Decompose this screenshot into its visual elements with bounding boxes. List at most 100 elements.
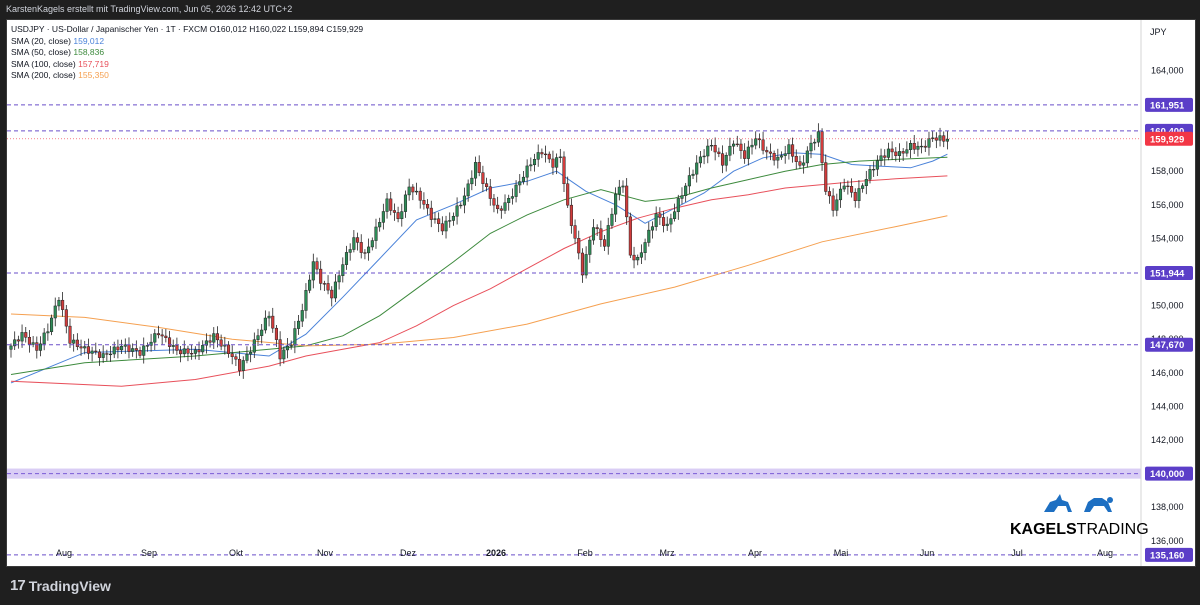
chart-area[interactable]: 136,000 138,000 140,000 142,000 144,000 146,0… <box>6 19 1196 567</box>
candle-body-181 <box>676 198 680 213</box>
candle-body-27 <box>108 353 113 356</box>
candle-body-182 <box>680 195 684 199</box>
candle-body-247 <box>920 145 924 148</box>
time-axis[interactable]: Aug Sep Okt Nov Dez 2026 Feb Mrz Apr Mai Jun Jul Aug <box>56 548 1113 558</box>
candle-body-83 <box>315 261 319 270</box>
candle-body-66 <box>252 339 256 353</box>
candle-body-28 <box>112 346 116 355</box>
candle-body-208 <box>776 156 780 161</box>
x-tick-label-7: Mrz <box>660 548 675 558</box>
candle-body-154 <box>577 238 581 254</box>
chart-background <box>7 20 1195 566</box>
candle-body-218 <box>813 141 817 144</box>
last-close-tag <box>1145 131 1193 146</box>
candle-body-48 <box>186 348 190 354</box>
candle-body-5 <box>27 337 31 345</box>
candles <box>9 123 949 379</box>
candle-body-87 <box>330 289 334 299</box>
candle-body-178 <box>665 223 669 226</box>
candle-body-189 <box>706 145 710 157</box>
x-tick-label-4: Dez <box>400 548 417 558</box>
sma-50-row: SMA (50, close) 158,836 <box>11 47 363 59</box>
candle-body-165 <box>617 186 621 195</box>
x-tick-label-1: Sep <box>141 548 157 558</box>
candle-body-197 <box>735 143 739 146</box>
candle-body-242 <box>901 151 905 154</box>
level-tag-label-4: 140,000 <box>1150 469 1184 480</box>
candle-body-162 <box>606 225 610 247</box>
candle-body-212 <box>791 144 795 157</box>
candle-body-200 <box>746 146 750 159</box>
kagels-trading-logo: KAGELSTRADING <box>1010 490 1149 539</box>
candle-body-249 <box>927 138 931 148</box>
candle-body-194 <box>724 154 728 166</box>
candle-body-243 <box>905 149 909 154</box>
candle-body-38 <box>149 341 153 346</box>
candle-body-52 <box>201 345 205 353</box>
candle-body-97 <box>367 246 371 254</box>
x-tick-label-3: Nov <box>317 548 334 558</box>
price-axis[interactable]: 136,000 138,000 140,000 142,000 144,000 146,0… <box>1145 65 1193 562</box>
level-tag-label-2: 151,944 <box>1150 268 1185 279</box>
candle-body-174 <box>650 226 655 231</box>
candle-body-51 <box>197 349 201 353</box>
candle-body-73 <box>278 339 282 360</box>
candle-body-76 <box>289 345 293 347</box>
candle-body-169 <box>632 254 636 261</box>
candle-body-24 <box>97 351 102 358</box>
candle-body-186 <box>695 162 699 175</box>
candle-body-33 <box>131 348 135 352</box>
candle-body-123 <box>462 195 467 206</box>
candle-body-193 <box>720 153 725 166</box>
candle-body-54 <box>208 340 212 343</box>
candle-body-158 <box>591 227 596 241</box>
candle-body-141 <box>529 164 533 167</box>
sma-100-row: SMA (100, close) 157,719 <box>11 59 363 71</box>
candle-body-177 <box>661 217 666 226</box>
candle-body-199 <box>743 150 747 159</box>
candle-body-49 <box>190 353 194 355</box>
brand-text: KAGELSTRADING <box>1010 521 1149 539</box>
candle-body-209 <box>779 155 784 158</box>
candle-body-252 <box>938 135 942 141</box>
sma-100-value: 157,719 <box>78 58 109 69</box>
candle-body-59 <box>226 344 231 354</box>
candle-body-220 <box>820 131 824 163</box>
candle-body-84 <box>319 268 323 284</box>
horizontal-levels[interactable] <box>7 104 1141 556</box>
candle-body-50 <box>193 349 197 354</box>
level-tag-2 <box>1145 265 1193 280</box>
candle-body-111 <box>418 190 422 201</box>
candle-body-47 <box>182 348 186 355</box>
candle-body-75 <box>285 345 290 351</box>
candle-body-113 <box>426 204 430 209</box>
candle-body-78 <box>297 320 301 329</box>
candle-body-231 <box>861 185 865 189</box>
candle-body-140 <box>525 165 529 178</box>
candle-body-196 <box>732 143 736 147</box>
candle-body-53 <box>204 340 208 346</box>
candle-body-22 <box>90 350 94 354</box>
candle-body-110 <box>414 190 419 193</box>
candle-body-98 <box>370 240 374 248</box>
currency-label: JPY <box>1150 27 1167 37</box>
x-tick-label-5: 2026 <box>486 548 506 558</box>
candle-body-137 <box>514 184 518 197</box>
candle-body-64 <box>245 353 249 361</box>
candle-body-112 <box>422 200 426 205</box>
candle-body-25 <box>101 353 105 358</box>
tradingview-logo[interactable]: 17 TradingView <box>10 577 111 594</box>
y-tick-label-0: 136,000 <box>1151 536 1184 546</box>
candle-body-170 <box>636 256 640 261</box>
candle-body-131 <box>492 198 496 206</box>
candle-body-37 <box>145 345 149 347</box>
sma-50-label: SMA (50, close) <box>11 47 71 57</box>
candle-body-225 <box>838 188 843 201</box>
candle-body-238 <box>886 148 890 158</box>
x-tick-label-0: Aug <box>56 548 72 558</box>
candle-body-23 <box>94 350 98 353</box>
price-chart[interactable]: 136,000 138,000 140,000 142,000 144,000 146,0… <box>7 20 1195 566</box>
x-tick-label-8: Apr <box>748 548 762 558</box>
level-tag-5 <box>1145 547 1193 562</box>
